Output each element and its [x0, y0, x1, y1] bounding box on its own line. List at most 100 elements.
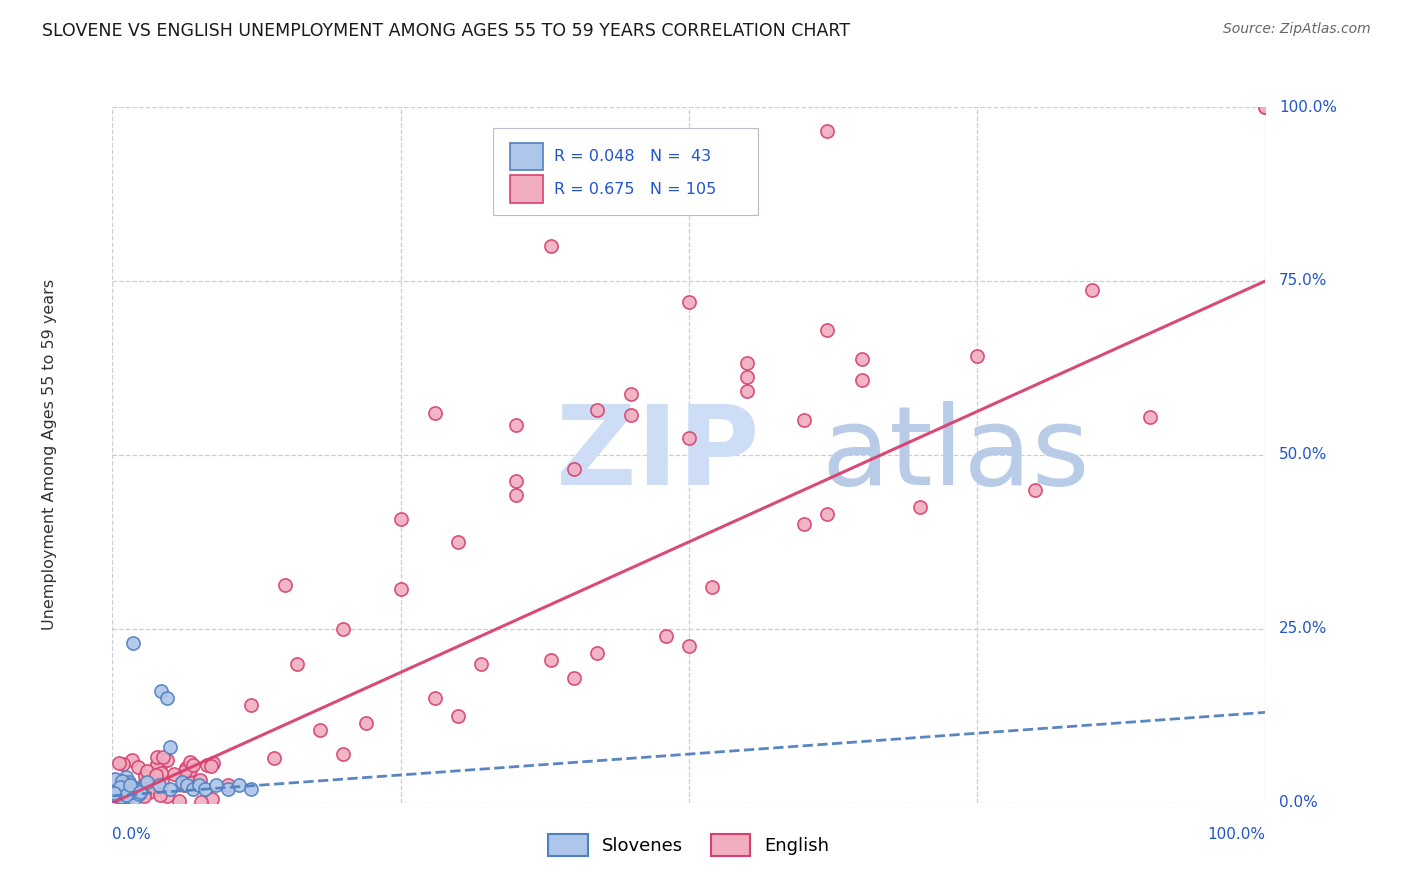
Point: [103, 786, 125, 800]
Point: [117, 789, 139, 804]
Point: [117, 782, 139, 797]
Point: [112, 756, 135, 771]
Point: [149, 684, 172, 698]
Point: [793, 413, 815, 427]
Point: [505, 488, 527, 502]
Point: [108, 756, 131, 771]
Point: [156, 789, 179, 803]
Point: [129, 781, 152, 796]
Point: [117, 775, 139, 789]
Text: SLOVENE VS ENGLISH UNEMPLOYMENT AMONG AGES 55 TO 59 YEARS CORRELATION CHART: SLOVENE VS ENGLISH UNEMPLOYMENT AMONG AG…: [42, 22, 851, 40]
Point: [138, 784, 160, 798]
Point: [110, 790, 132, 805]
Point: [425, 406, 447, 420]
FancyBboxPatch shape: [510, 143, 543, 170]
Point: [174, 764, 197, 778]
Point: [121, 753, 143, 767]
Point: [134, 769, 156, 783]
Point: [190, 796, 212, 810]
Point: [447, 708, 470, 723]
Point: [354, 715, 377, 730]
Text: Source: ZipAtlas.com: Source: ZipAtlas.com: [1223, 22, 1371, 37]
Point: [179, 756, 201, 770]
Point: [562, 671, 585, 685]
Point: [188, 773, 211, 788]
Text: 0.0%: 0.0%: [112, 827, 152, 842]
Point: [104, 789, 127, 804]
Point: [108, 780, 131, 794]
Point: [115, 793, 138, 807]
Point: [228, 778, 250, 792]
Point: [505, 474, 527, 488]
Point: [146, 750, 169, 764]
Point: [145, 782, 167, 797]
Point: [176, 778, 198, 792]
FancyBboxPatch shape: [510, 175, 543, 203]
Point: [128, 783, 150, 797]
Point: [201, 792, 224, 806]
Point: [678, 294, 700, 309]
Point: [815, 124, 838, 138]
Point: [148, 778, 170, 792]
Point: [425, 691, 447, 706]
Point: [125, 782, 148, 797]
Point: [1024, 483, 1046, 497]
Point: [332, 747, 354, 761]
Point: [815, 323, 838, 337]
Point: [540, 653, 562, 667]
Point: [179, 763, 201, 777]
Point: [562, 462, 585, 476]
Text: atlas: atlas: [821, 401, 1090, 508]
Point: [167, 794, 190, 808]
Point: [201, 756, 224, 770]
Point: [150, 766, 173, 780]
Point: [217, 781, 239, 796]
Point: [908, 500, 931, 515]
Point: [585, 402, 607, 417]
Point: [163, 766, 186, 780]
Point: [122, 636, 145, 650]
Point: [217, 778, 239, 792]
Text: 100.0%: 100.0%: [1208, 827, 1265, 842]
Point: [181, 781, 204, 796]
Point: [134, 789, 156, 804]
Point: [121, 785, 143, 799]
Point: [156, 753, 179, 767]
Point: [104, 782, 127, 797]
Point: [815, 507, 838, 521]
Point: [124, 780, 146, 795]
FancyBboxPatch shape: [494, 128, 758, 215]
Point: [104, 772, 127, 787]
Point: [176, 770, 198, 784]
Legend: Slovenes, English: Slovenes, English: [541, 827, 837, 863]
Point: [851, 352, 873, 367]
Point: [152, 750, 174, 764]
Point: [115, 788, 138, 802]
Text: 25.0%: 25.0%: [1279, 622, 1327, 636]
Point: [194, 781, 217, 796]
Point: [128, 787, 150, 801]
Point: [678, 431, 700, 445]
Point: [735, 369, 758, 384]
Point: [136, 775, 159, 789]
Text: Unemployment Among Ages 55 to 59 years: Unemployment Among Ages 55 to 59 years: [42, 279, 56, 631]
Point: [285, 657, 308, 671]
Point: [851, 373, 873, 387]
Text: 75.0%: 75.0%: [1279, 274, 1327, 288]
Point: [966, 349, 988, 363]
Point: [129, 785, 152, 799]
Point: [239, 781, 262, 796]
Point: [134, 775, 156, 789]
Point: [505, 418, 527, 433]
Point: [159, 740, 181, 755]
Point: [103, 772, 125, 787]
Point: [114, 771, 136, 785]
Point: [205, 778, 228, 792]
Point: [1254, 100, 1277, 114]
Point: [1081, 283, 1104, 297]
Point: [145, 773, 167, 788]
Text: 50.0%: 50.0%: [1279, 448, 1327, 462]
Point: [120, 785, 142, 799]
Point: [332, 622, 354, 636]
Point: [540, 239, 562, 253]
